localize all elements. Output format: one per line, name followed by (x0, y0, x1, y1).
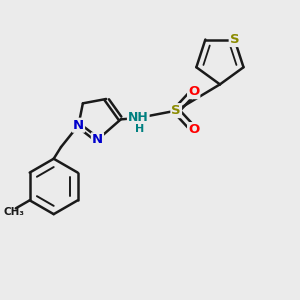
Text: O: O (188, 123, 199, 136)
Text: N: N (92, 133, 103, 146)
Text: CH₃: CH₃ (4, 207, 25, 217)
Text: NH: NH (128, 111, 148, 124)
Text: S: S (171, 104, 181, 117)
Text: O: O (188, 85, 199, 98)
Text: H: H (135, 124, 144, 134)
Text: N: N (73, 119, 84, 132)
Text: S: S (230, 33, 239, 46)
